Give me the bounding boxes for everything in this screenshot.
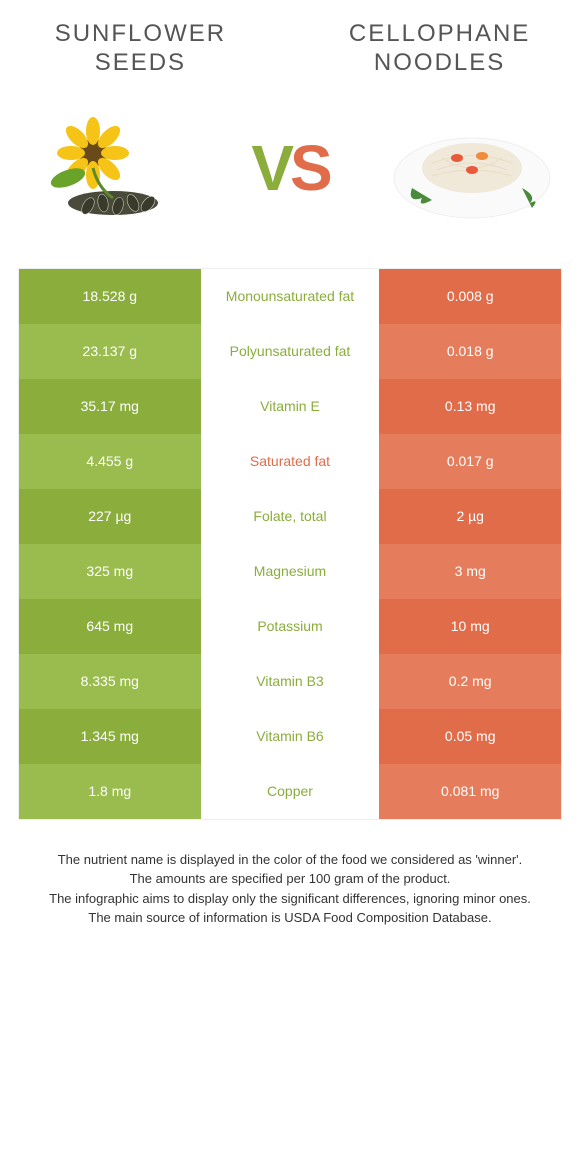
right-value: 0.13 mg xyxy=(379,379,561,434)
nutrient-label: Polyunsaturated fat xyxy=(201,324,380,379)
nutrient-label: Vitamin B3 xyxy=(201,654,380,709)
table-row: 227 µgFolate, total2 µg xyxy=(19,489,561,544)
nutrient-label: Potassium xyxy=(201,599,380,654)
right-value: 0.081 mg xyxy=(379,764,561,819)
table-row: 1.345 mgVitamin B60.05 mg xyxy=(19,709,561,764)
nutrient-label: Magnesium xyxy=(201,544,380,599)
table-row: 23.137 gPolyunsaturated fat0.018 g xyxy=(19,324,561,379)
nutrient-label: Folate, total xyxy=(201,489,380,544)
table-row: 1.8 mgCopper0.081 mg xyxy=(19,764,561,819)
left-food-image xyxy=(18,108,198,228)
footer-line-3: The infographic aims to display only the… xyxy=(18,889,562,909)
table-row: 8.335 mgVitamin B30.2 mg xyxy=(19,654,561,709)
right-food-title: Cellophane noodles xyxy=(317,20,562,78)
nutrient-label: Vitamin B6 xyxy=(201,709,380,764)
right-value: 3 mg xyxy=(379,544,561,599)
table-row: 18.528 gMonounsaturated fat0.008 g xyxy=(19,269,561,324)
left-value: 227 µg xyxy=(19,489,201,544)
left-value: 18.528 g xyxy=(19,269,201,324)
right-value: 0.018 g xyxy=(379,324,561,379)
footer-line-1: The nutrient name is displayed in the co… xyxy=(18,850,562,870)
right-value: 0.2 mg xyxy=(379,654,561,709)
left-value: 8.335 mg xyxy=(19,654,201,709)
left-value: 1.8 mg xyxy=(19,764,201,819)
nutrient-label: Copper xyxy=(201,764,380,819)
vs-v: V xyxy=(251,132,290,204)
left-value: 645 mg xyxy=(19,599,201,654)
nutrient-table: 18.528 gMonounsaturated fat0.008 g23.137… xyxy=(18,268,562,820)
right-value: 0.008 g xyxy=(379,269,561,324)
nutrient-label: Vitamin E xyxy=(201,379,380,434)
left-value: 4.455 g xyxy=(19,434,201,489)
right-value: 0.017 g xyxy=(379,434,561,489)
footer-line-2: The amounts are specified per 100 gram o… xyxy=(18,869,562,889)
left-value: 35.17 mg xyxy=(19,379,201,434)
vs-s: S xyxy=(290,132,329,204)
nutrient-label: Saturated fat xyxy=(201,434,380,489)
right-value: 0.05 mg xyxy=(379,709,561,764)
table-row: 35.17 mgVitamin E0.13 mg xyxy=(19,379,561,434)
table-row: 4.455 gSaturated fat0.017 g xyxy=(19,434,561,489)
left-food-title: Sunflower seeds xyxy=(18,20,263,78)
left-value: 23.137 g xyxy=(19,324,201,379)
vs-label: VS xyxy=(251,131,328,205)
table-row: 325 mgMagnesium3 mg xyxy=(19,544,561,599)
titles-row: Sunflower seeds Cellophane noodles xyxy=(18,20,562,78)
footer-line-4: The main source of information is USDA F… xyxy=(18,908,562,928)
right-value: 10 mg xyxy=(379,599,561,654)
left-value: 1.345 mg xyxy=(19,709,201,764)
table-row: 645 mgPotassium10 mg xyxy=(19,599,561,654)
right-food-image xyxy=(382,108,562,228)
footer-notes: The nutrient name is displayed in the co… xyxy=(18,850,562,928)
images-row: VS xyxy=(18,98,562,238)
right-value: 2 µg xyxy=(379,489,561,544)
nutrient-label: Monounsaturated fat xyxy=(201,269,380,324)
left-value: 325 mg xyxy=(19,544,201,599)
